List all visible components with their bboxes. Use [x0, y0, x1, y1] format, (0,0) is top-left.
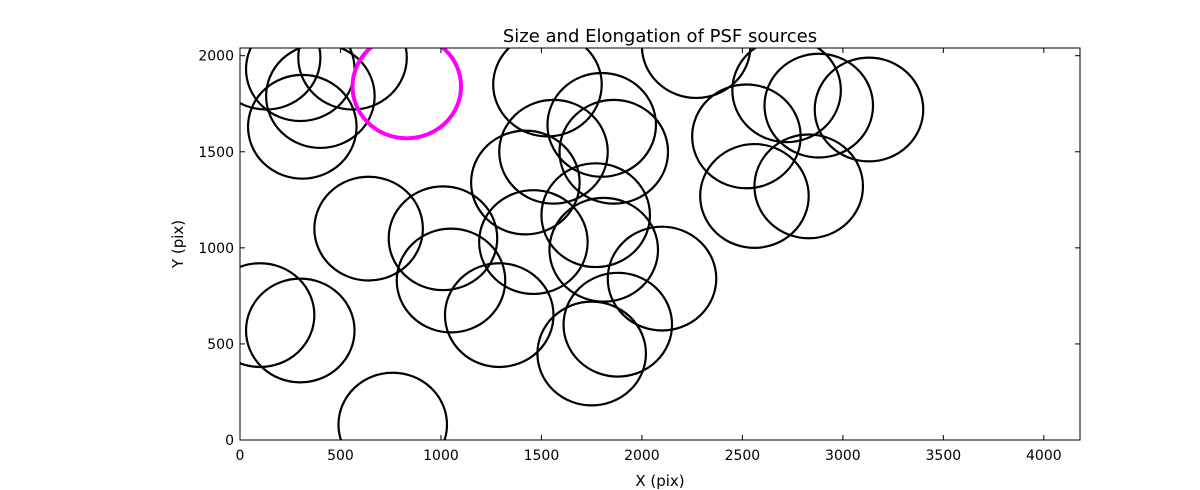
y-tick-label: 500 — [207, 337, 234, 353]
x-tick-label: 3000 — [825, 448, 861, 464]
x-tick-label: 4000 — [1026, 448, 1062, 464]
psf-source — [313, 175, 424, 282]
x-tick-label: 1000 — [423, 448, 459, 464]
psf-source — [240, 262, 316, 369]
y-axis-label: Y (pix) — [169, 220, 187, 269]
x-axis: 0 500 1000 1500 2000 2500 3000 3500 4000 — [236, 48, 1062, 464]
x-tick-label: 500 — [327, 448, 354, 464]
psf-source — [246, 73, 358, 180]
x-tick-label: 2500 — [725, 448, 761, 464]
psf-source-highlight — [350, 48, 464, 141]
psf-source — [244, 277, 356, 384]
x-tick-label: 1500 — [524, 448, 560, 464]
psf-source — [498, 98, 609, 205]
y-axis: 0 500 1000 1500 2000 — [198, 49, 1080, 449]
psf-source — [731, 48, 842, 144]
psf-source — [478, 189, 589, 296]
psf-source — [492, 48, 603, 138]
psf-source — [763, 52, 875, 159]
psf-source — [699, 142, 810, 249]
psf-source — [691, 83, 802, 190]
plot-frame — [239, 47, 1081, 441]
psf-source — [443, 262, 555, 369]
psf-source — [536, 300, 648, 407]
chart-title: Size and Elongation of PSF sources — [503, 26, 817, 47]
psf-source — [606, 225, 718, 332]
y-tick-label: 1000 — [198, 241, 234, 257]
psf-source — [540, 162, 652, 269]
y-tick-label: 2000 — [198, 49, 234, 65]
psf-source — [813, 56, 925, 163]
psf-source — [265, 48, 376, 150]
y-tick-label: 1500 — [198, 145, 234, 161]
psf-source — [337, 371, 449, 440]
psf-source — [640, 48, 752, 100]
psf-source — [470, 129, 581, 236]
x-tick-label: 2000 — [624, 448, 660, 464]
psf-source — [548, 196, 660, 303]
psf-source — [395, 227, 507, 334]
x-tick-label: 3500 — [926, 448, 962, 464]
sources-layer — [240, 48, 925, 440]
psf-source — [562, 271, 674, 378]
x-tick-label: 0 — [236, 448, 245, 464]
y-tick-label: 0 — [225, 433, 234, 449]
psf-source — [558, 98, 670, 205]
psf-source — [753, 133, 865, 240]
psf-source — [387, 185, 499, 292]
x-axis-label: X (pix) — [635, 472, 684, 490]
